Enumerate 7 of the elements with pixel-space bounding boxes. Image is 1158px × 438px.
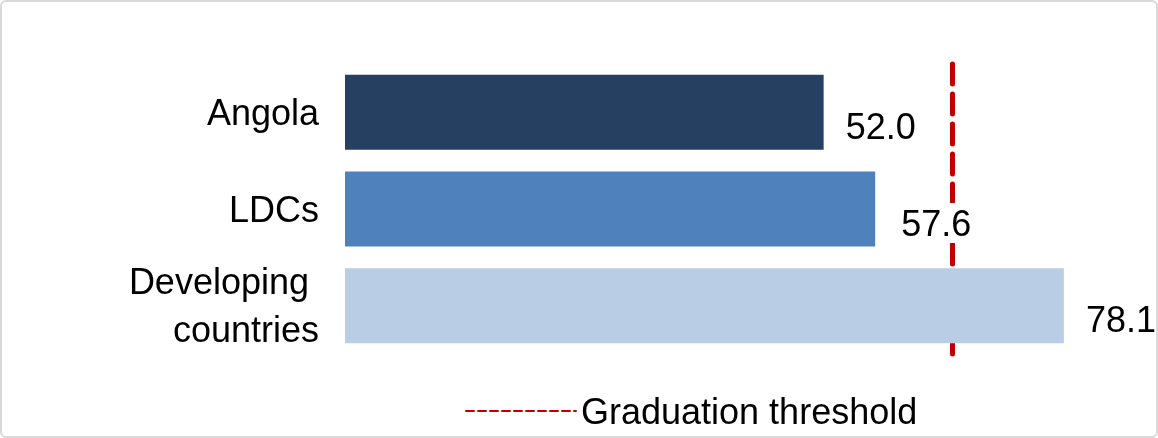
y-tick-label: Developing countries	[128, 261, 319, 351]
data-label: 78.1	[1085, 299, 1156, 341]
legend-label: Graduation threshold	[581, 390, 918, 432]
data-label: 52.0	[845, 105, 916, 147]
y-tick-label: Angola	[206, 91, 320, 133]
y-tick-label: LDCs	[228, 188, 319, 230]
data-label: 57.6	[901, 202, 972, 244]
